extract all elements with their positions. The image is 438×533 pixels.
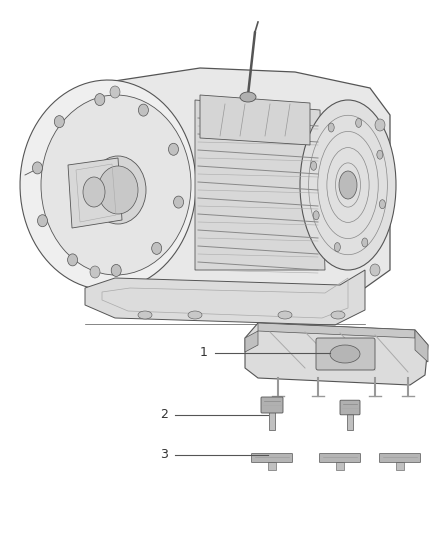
Text: 3: 3 [160, 448, 168, 462]
FancyBboxPatch shape [261, 397, 283, 413]
Ellipse shape [331, 311, 345, 319]
Ellipse shape [339, 171, 357, 199]
FancyBboxPatch shape [319, 454, 360, 463]
Bar [268, 462, 276, 470]
FancyBboxPatch shape [340, 400, 360, 415]
Text: 2: 2 [160, 408, 168, 422]
Ellipse shape [370, 264, 380, 276]
FancyBboxPatch shape [316, 338, 375, 370]
Ellipse shape [67, 254, 78, 266]
Polygon shape [245, 331, 258, 352]
Bar [269, 412, 275, 430]
Ellipse shape [334, 243, 340, 252]
Polygon shape [195, 100, 325, 270]
Polygon shape [258, 323, 415, 338]
Ellipse shape [111, 264, 121, 277]
Ellipse shape [152, 243, 162, 254]
Ellipse shape [169, 143, 179, 155]
FancyBboxPatch shape [251, 454, 293, 463]
Ellipse shape [90, 156, 146, 224]
Ellipse shape [173, 196, 184, 208]
Ellipse shape [138, 311, 152, 319]
Ellipse shape [83, 177, 105, 207]
Ellipse shape [356, 118, 362, 127]
Ellipse shape [90, 266, 100, 278]
Polygon shape [20, 80, 196, 290]
Polygon shape [50, 68, 390, 300]
Bar [347, 414, 353, 430]
Ellipse shape [300, 100, 396, 270]
Ellipse shape [138, 104, 148, 116]
Ellipse shape [41, 95, 191, 275]
Ellipse shape [377, 150, 383, 159]
Ellipse shape [362, 238, 368, 247]
Ellipse shape [311, 161, 317, 170]
Ellipse shape [278, 311, 292, 319]
Polygon shape [200, 95, 310, 145]
Ellipse shape [95, 94, 105, 106]
Polygon shape [68, 158, 122, 228]
Ellipse shape [54, 116, 64, 127]
Ellipse shape [379, 200, 385, 209]
Ellipse shape [38, 215, 47, 227]
Bar [396, 462, 404, 470]
Ellipse shape [330, 345, 360, 363]
Ellipse shape [328, 123, 334, 132]
Ellipse shape [188, 311, 202, 319]
Ellipse shape [240, 92, 256, 102]
Ellipse shape [313, 211, 319, 220]
Text: 1: 1 [200, 346, 208, 359]
Ellipse shape [98, 166, 138, 214]
Polygon shape [85, 270, 365, 325]
FancyBboxPatch shape [379, 454, 420, 463]
Polygon shape [415, 330, 428, 362]
Ellipse shape [32, 162, 42, 174]
Ellipse shape [375, 119, 385, 131]
Ellipse shape [110, 86, 120, 98]
Polygon shape [245, 323, 428, 385]
Bar [336, 462, 344, 470]
